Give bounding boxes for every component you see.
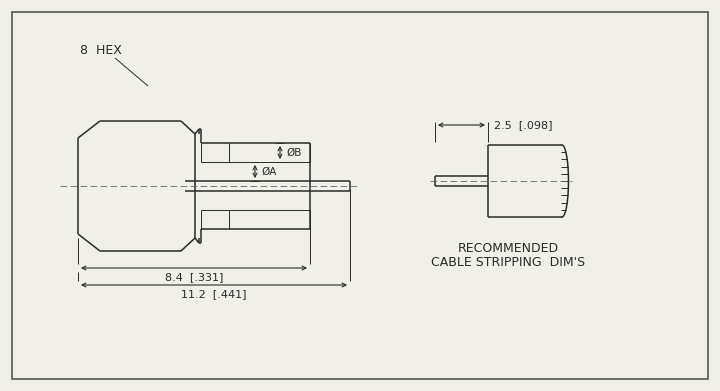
Text: ØB: ØB	[286, 147, 302, 158]
Text: 11.2  [.441]: 11.2 [.441]	[181, 289, 247, 299]
Text: 2.5  [.098]: 2.5 [.098]	[494, 120, 552, 130]
Text: RECOMMENDED: RECOMMENDED	[458, 242, 559, 255]
Text: ØA: ØA	[261, 167, 276, 176]
Text: 8.4  [.331]: 8.4 [.331]	[165, 272, 223, 282]
Text: CABLE STRIPPING  DIM'S: CABLE STRIPPING DIM'S	[431, 255, 585, 269]
Text: 8  HEX: 8 HEX	[80, 45, 122, 57]
